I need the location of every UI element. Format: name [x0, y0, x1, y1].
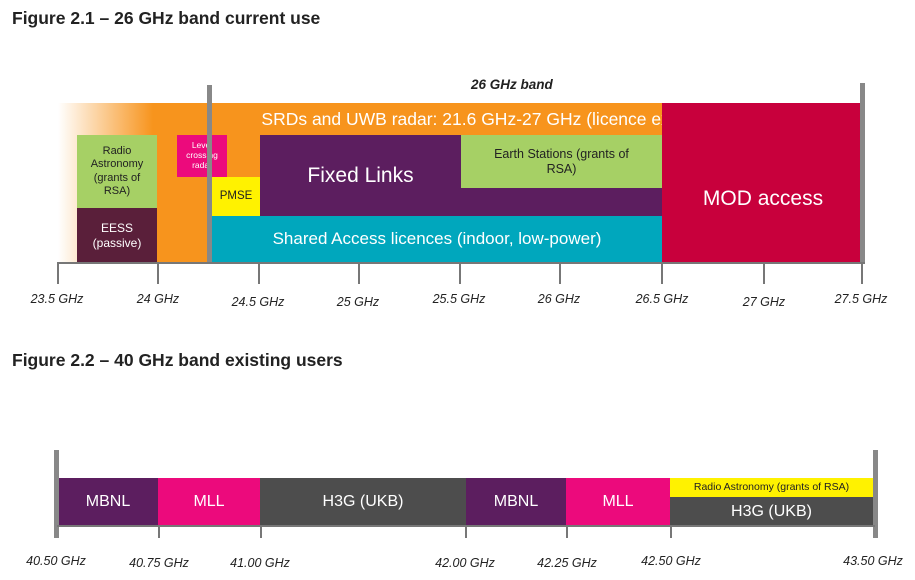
axis-label: 40.75 GHz: [129, 556, 189, 570]
tick: [459, 264, 461, 284]
level-crossing-radar-block: Level crossing radar: [177, 135, 227, 177]
band-edge-left: [207, 85, 212, 263]
mod-access-top: [764, 103, 864, 135]
mod-access-label: MOD access: [702, 187, 824, 211]
figure-2-title: Figure 2.2 – 40 GHz band existing users: [12, 350, 343, 370]
axis-label: 42.50 GHz: [641, 554, 701, 568]
tick: [661, 264, 663, 284]
eess-block: EESS (passive): [77, 208, 157, 263]
band-edge-right-40ghz: [873, 450, 878, 538]
mbnl-block-2: MBNL: [466, 478, 566, 526]
axis-label: 42.25 GHz: [537, 556, 597, 570]
earth-stations-block: Earth Stations (grants of RSA): [461, 135, 662, 188]
fixed-links-extension: [461, 188, 662, 216]
tick: [566, 527, 568, 538]
axis-label: 24 GHz: [136, 292, 180, 306]
shared-access-block: Shared Access licences (indoor, low-powe…: [212, 216, 662, 263]
axis-label: 26 GHz: [537, 292, 581, 306]
tick: [157, 264, 159, 284]
axis-label: 27.5 GHz: [834, 292, 888, 306]
axis-label: 43.50 GHz: [843, 554, 903, 568]
band-label: 26 GHz band: [471, 77, 553, 92]
axis-label: 23.5 GHz: [30, 292, 84, 306]
tick: [670, 527, 672, 538]
tick: [258, 264, 260, 284]
fixed-links-block: Fixed Links: [260, 135, 461, 216]
mbnl-block-1: MBNL: [58, 478, 158, 526]
tick: [57, 264, 59, 284]
srd-uwb-label: SRDs and UWB radar: 21.6 GHz-27 GHz (lic…: [261, 108, 715, 129]
axis-line-2: [57, 525, 875, 527]
band-edge-left-40ghz: [54, 450, 59, 538]
axis-label: 27 GHz: [742, 295, 786, 309]
h3g-block-1: H3G (UKB): [260, 478, 466, 526]
radio-astronomy-block: Radio Astronomy (grants of RSA): [77, 135, 157, 208]
tick: [861, 264, 863, 284]
pmse-block: PMSE: [212, 177, 260, 216]
tick: [260, 527, 262, 538]
axis-label: 41.00 GHz: [230, 556, 290, 570]
axis-line-1: [57, 262, 865, 264]
tick: [763, 264, 765, 284]
axis-label: 42.00 GHz: [435, 556, 495, 570]
radio-astronomy-40ghz-block: Radio Astronomy (grants of RSA): [670, 478, 873, 497]
figure-1-title: Figure 2.1 – 26 GHz band current use: [12, 8, 321, 28]
tick: [559, 264, 561, 284]
axis-label: 25 GHz: [336, 295, 380, 309]
axis-label: 26.5 GHz: [635, 292, 689, 306]
band-edge-right: [860, 83, 865, 263]
h3g-block-2: H3G (UKB): [670, 497, 873, 526]
tick: [358, 264, 360, 284]
axis-label: 40.50 GHz: [26, 554, 86, 568]
axis-label: 25.5 GHz: [432, 292, 486, 306]
mll-block-2: MLL: [566, 478, 670, 526]
mll-block-1: MLL: [158, 478, 260, 526]
tick: [158, 527, 160, 538]
tick: [465, 527, 467, 538]
axis-label: 24.5 GHz: [231, 295, 285, 309]
